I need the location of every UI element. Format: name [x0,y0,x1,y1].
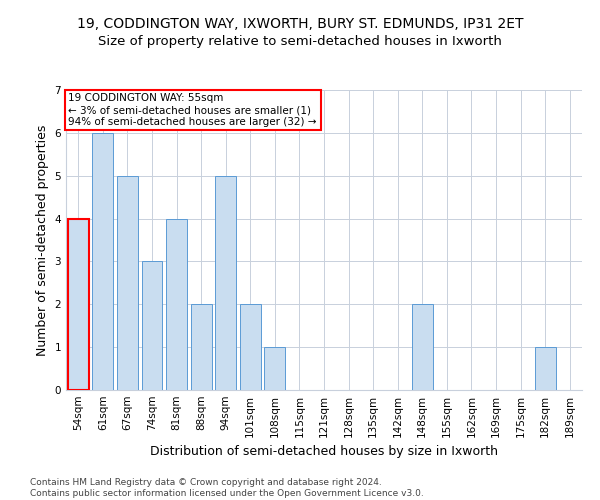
Bar [240,304,261,390]
Bar [535,347,556,390]
Bar [412,304,433,390]
Text: 19 CODDINGTON WAY: 55sqm
← 3% of semi-detached houses are smaller (1)
94% of sem: 19 CODDINGTON WAY: 55sqm ← 3% of semi-de… [68,94,317,126]
Bar [68,218,89,390]
Bar [92,133,113,390]
Y-axis label: Number of semi-detached properties: Number of semi-detached properties [36,124,49,356]
Text: Contains HM Land Registry data © Crown copyright and database right 2024.
Contai: Contains HM Land Registry data © Crown c… [30,478,424,498]
Bar [166,218,187,390]
Bar [142,262,163,390]
X-axis label: Distribution of semi-detached houses by size in Ixworth: Distribution of semi-detached houses by … [150,446,498,458]
Bar [191,304,212,390]
Bar [265,347,286,390]
Bar [215,176,236,390]
Text: Size of property relative to semi-detached houses in Ixworth: Size of property relative to semi-detach… [98,35,502,48]
Text: 19, CODDINGTON WAY, IXWORTH, BURY ST. EDMUNDS, IP31 2ET: 19, CODDINGTON WAY, IXWORTH, BURY ST. ED… [77,18,523,32]
Bar [117,176,138,390]
